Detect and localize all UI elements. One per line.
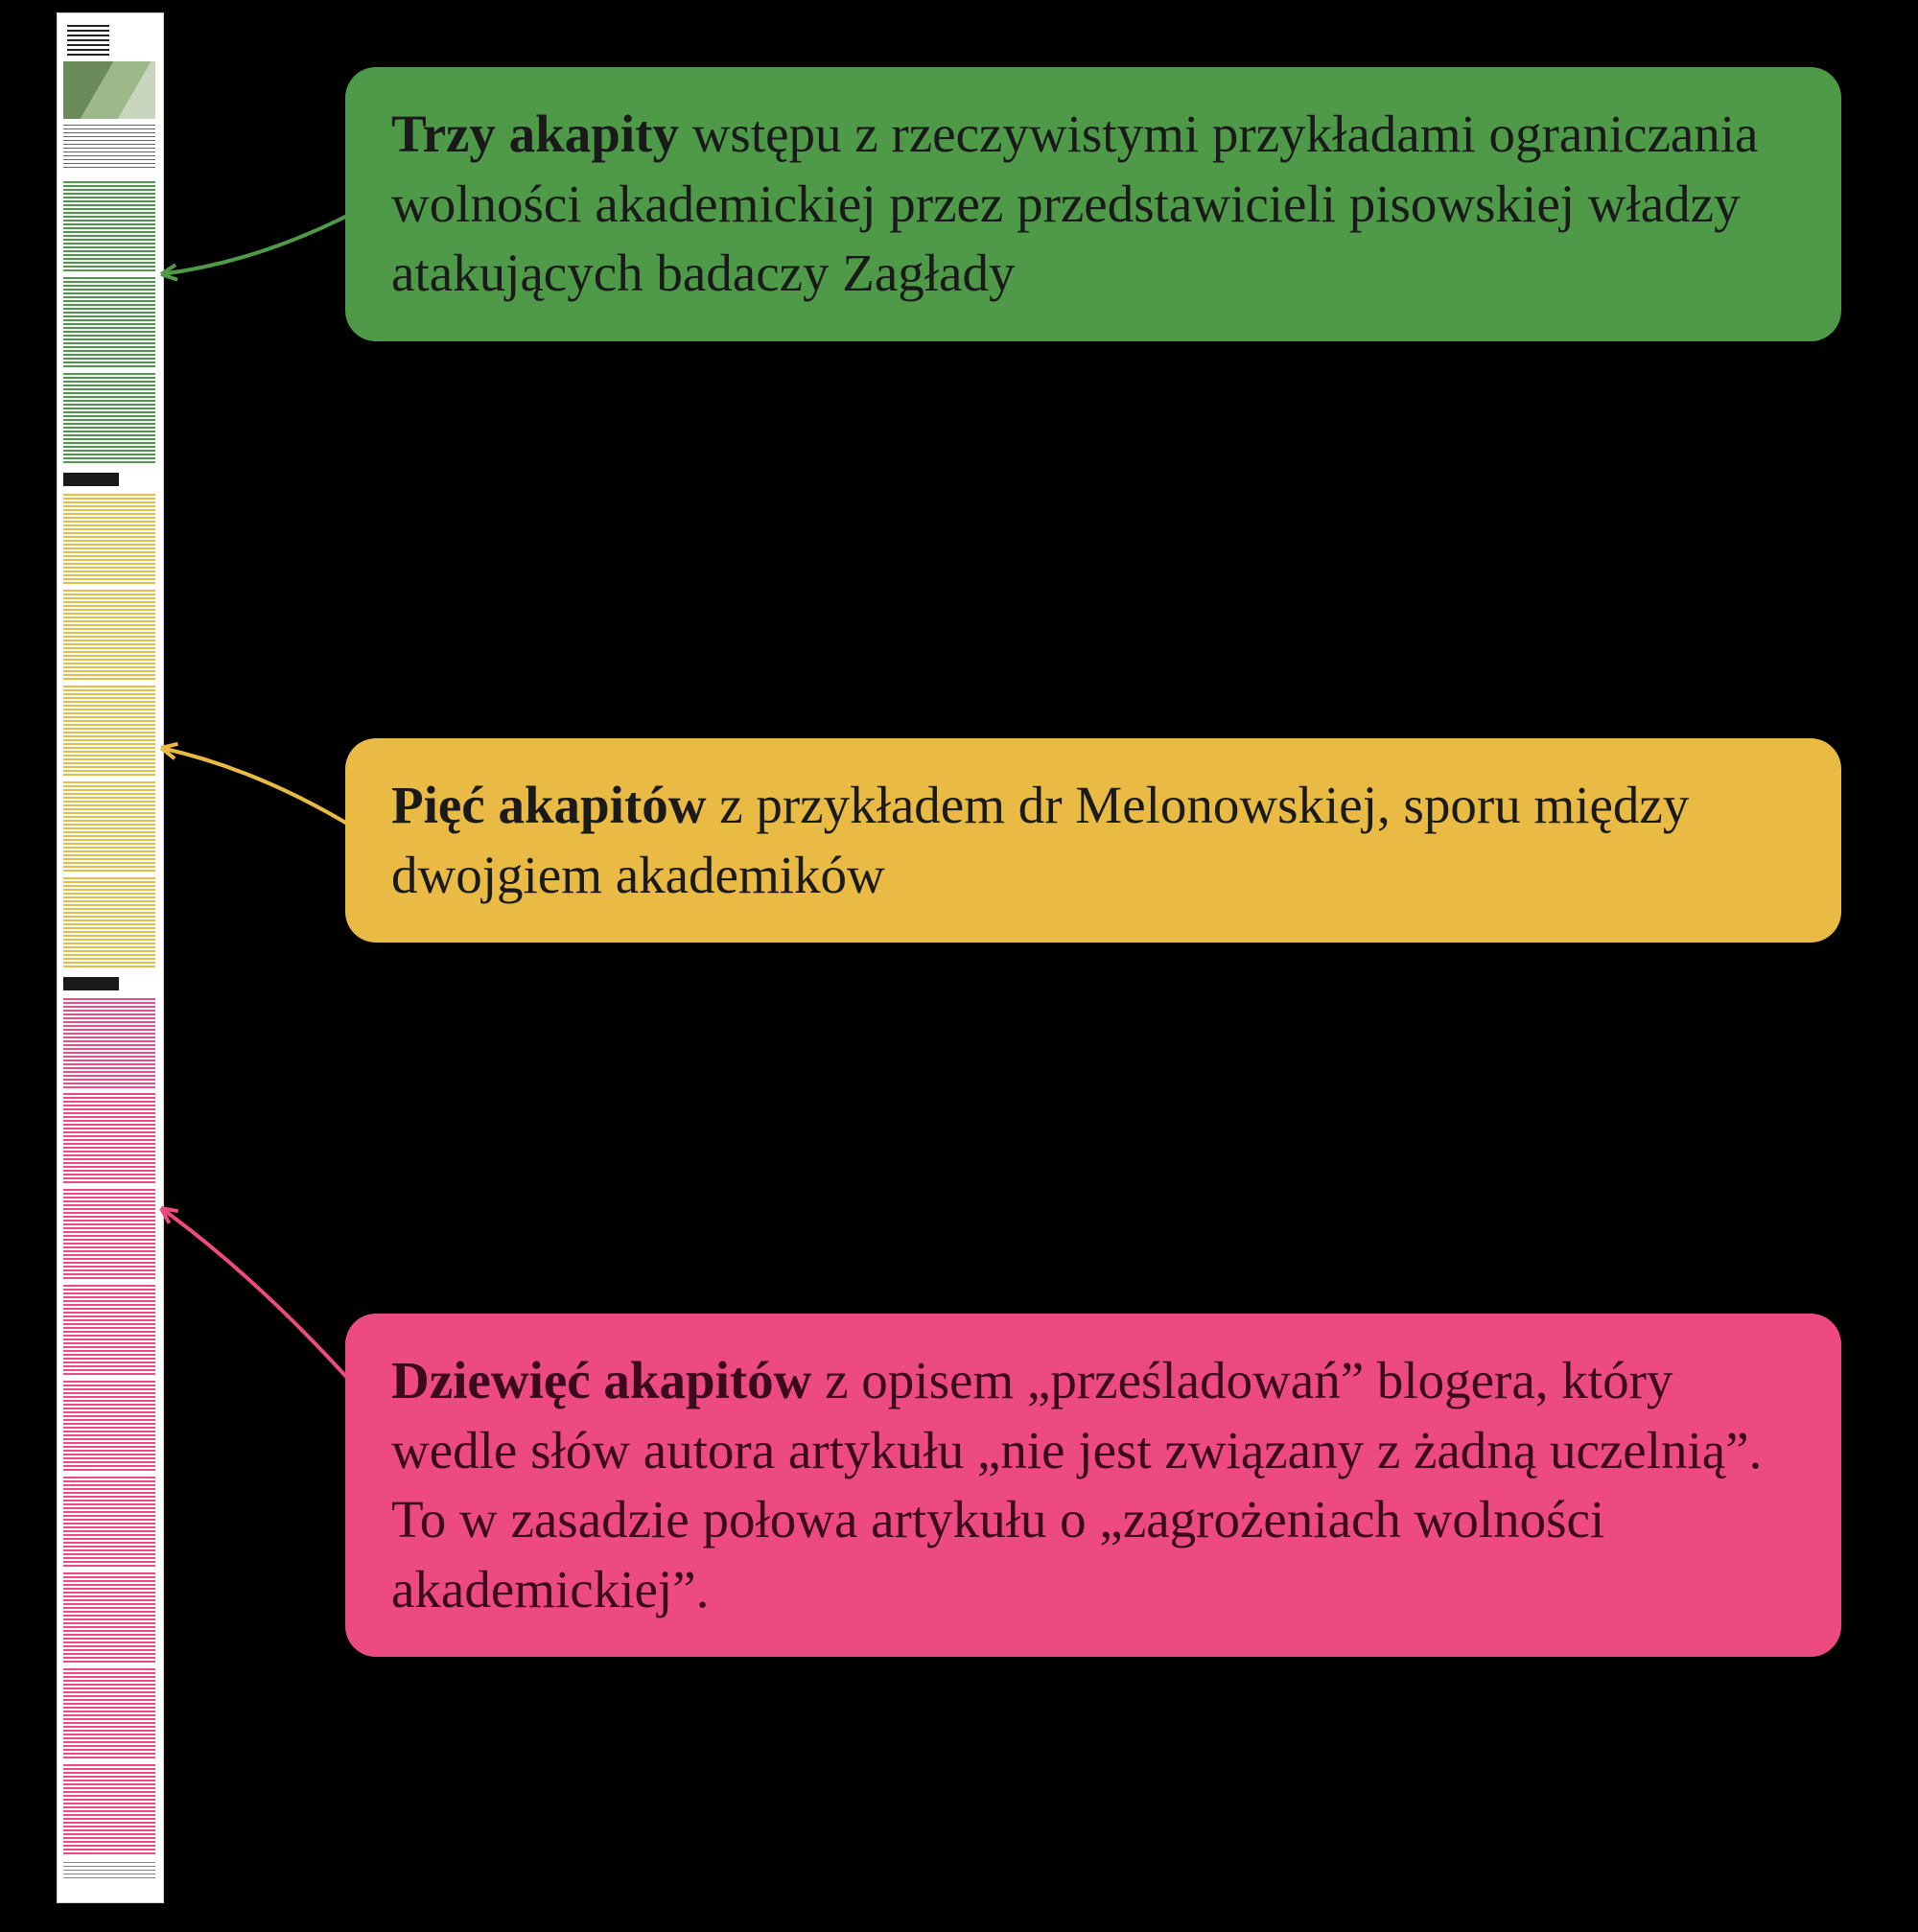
thumb-photo [63,61,155,119]
callout-green-bold: Trzy akapity [391,105,679,163]
article-thumbnail [58,13,163,1902]
thumb-lead-lines [63,125,155,169]
callout-yellow: Pięć akapitów z przykładem dr Melonowski… [345,738,1841,943]
callout-pink-bold: Dziewięć akapitów [391,1351,811,1409]
callout-green: Trzy akapity wstępu z rzeczywistymi przy… [345,67,1841,341]
callout-pink: Dziewięć akapitów z opisem „prześladowań… [345,1314,1841,1657]
callout-yellow-bold: Pięć akapitów [391,776,706,834]
thumb-title-lines [67,25,109,58]
thumb-body [63,181,155,1879]
